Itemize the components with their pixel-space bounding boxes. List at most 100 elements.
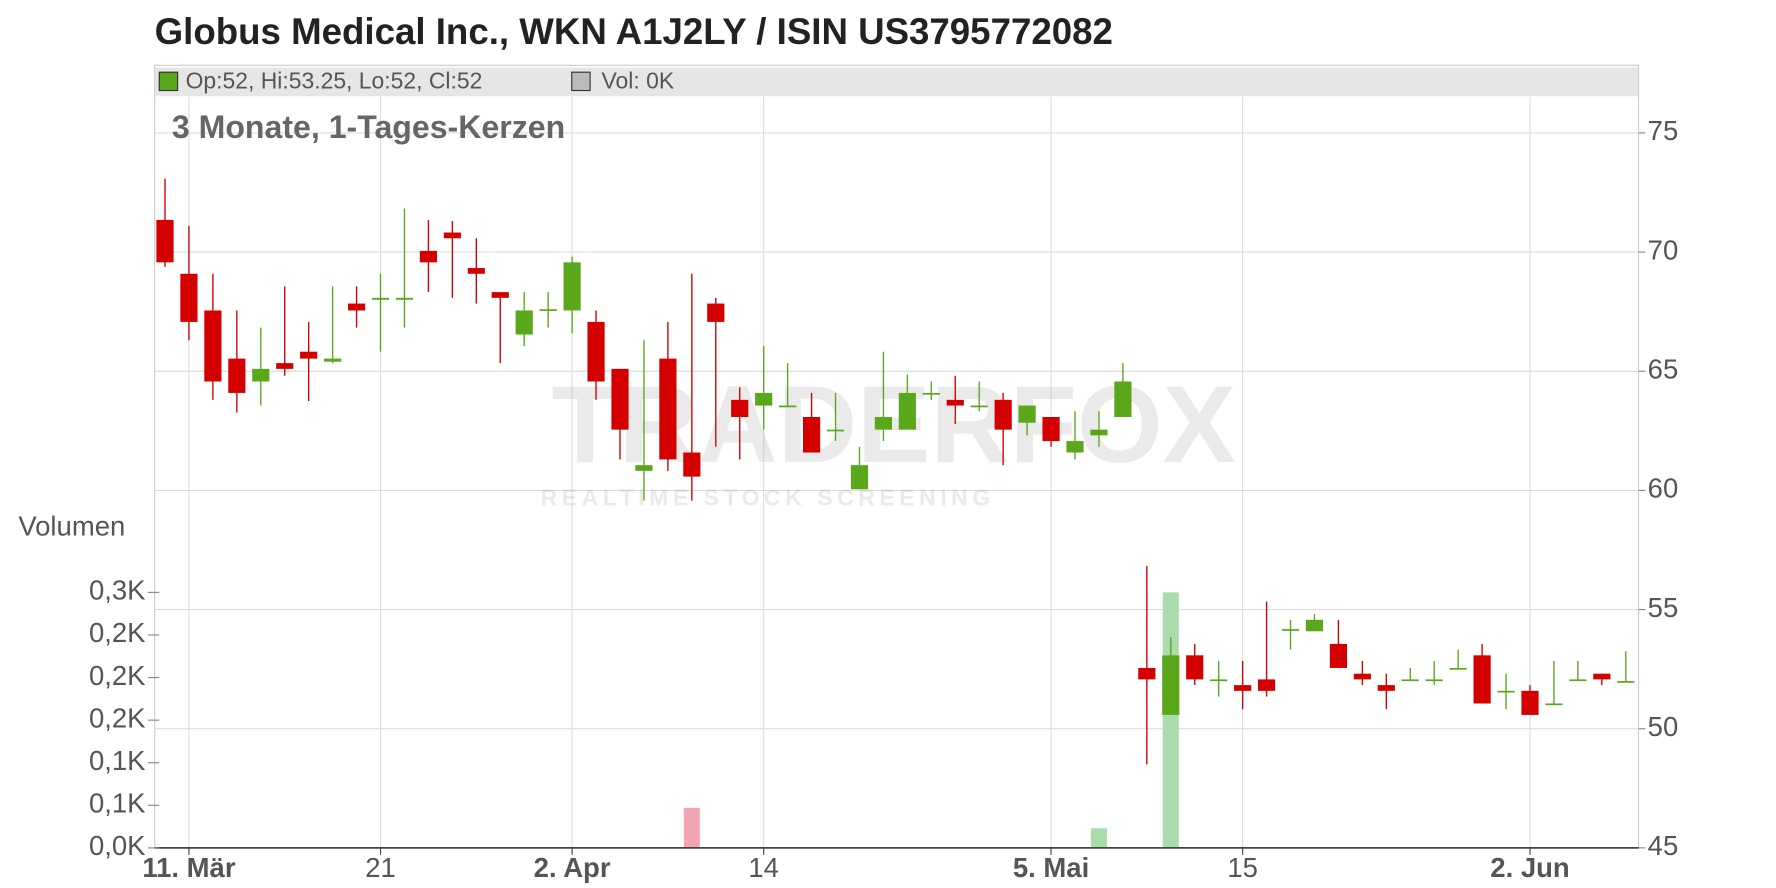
- candle-body: [755, 392, 773, 406]
- candle-body: [1066, 441, 1084, 453]
- candle-body: [1114, 381, 1132, 418]
- candle-body: [898, 392, 916, 430]
- candle-body: [683, 452, 701, 477]
- subtitle: 3 Monate, 1-Tages-Kerzen: [172, 109, 565, 145]
- candle-body: [1401, 679, 1419, 682]
- y2-tick-label: 0,1K: [89, 745, 146, 776]
- y-tick-label: 65: [1648, 354, 1679, 385]
- candle-body: [707, 303, 725, 322]
- candle-body: [1449, 667, 1467, 670]
- candle-body: [779, 405, 797, 408]
- candle-body: [1497, 690, 1515, 693]
- candle-body: [1377, 685, 1395, 691]
- candle-body: [300, 351, 318, 359]
- y-tick-label: 70: [1648, 234, 1679, 265]
- candle-body: [1305, 619, 1324, 632]
- candle-body: [1569, 679, 1587, 682]
- y2-tick-label: 0,3K: [89, 575, 146, 606]
- y2-tick-label: 0,0K: [89, 830, 146, 861]
- candle-body: [228, 358, 246, 393]
- candle-body: [850, 465, 869, 490]
- y2-tick-label: 0,2K: [89, 660, 146, 691]
- x-tick-label: 5. Mai: [1013, 852, 1089, 883]
- candle-body: [1138, 667, 1156, 680]
- candle-body: [1090, 429, 1108, 436]
- x-tick-label: 21: [365, 852, 396, 883]
- candle-body: [515, 310, 533, 335]
- candle-body: [1186, 655, 1204, 680]
- grid: [154, 96, 1639, 849]
- x-tick-label: 2. Apr: [534, 852, 611, 883]
- watermark-subtitle: REALTIME STOCK SCREENING: [541, 485, 995, 511]
- candle-body: [922, 392, 940, 395]
- y-tick-label: 50: [1648, 711, 1679, 742]
- candle-body: [611, 368, 629, 430]
- x-tick-label: 11. Mär: [142, 852, 236, 883]
- chart-title: Globus Medical Inc., WKN A1J2LY / ISIN U…: [155, 11, 1113, 52]
- candle-body: [874, 417, 893, 430]
- y-tick-label: 60: [1648, 473, 1679, 504]
- candle-body: [1521, 690, 1539, 715]
- x-tick-label: 14: [748, 852, 779, 883]
- candle-body: [802, 417, 821, 453]
- marks: [156, 178, 1635, 848]
- candle-body: [970, 405, 988, 408]
- candle-body: [156, 219, 174, 263]
- candle-body: [252, 368, 270, 382]
- legend-icon: [158, 71, 179, 92]
- plot-area: [154, 64, 1640, 849]
- candle-body: [419, 250, 438, 263]
- candle-body: [1593, 673, 1611, 680]
- x-tick-label: 15: [1227, 852, 1258, 883]
- watermark: TRADERFOX: [552, 363, 1236, 486]
- y-tick-label: 75: [1648, 115, 1679, 146]
- candle-body: [324, 358, 342, 362]
- y2-tick-label: 0,2K: [89, 702, 146, 733]
- y-tick-label: 45: [1648, 830, 1679, 861]
- candle-body: [587, 321, 605, 382]
- candle-body: [204, 310, 222, 382]
- candle-body: [1210, 679, 1228, 682]
- candle-body: [1425, 679, 1443, 682]
- candle-body: [395, 297, 414, 300]
- candle-body: [539, 309, 557, 311]
- y-tick-label: 55: [1648, 592, 1679, 623]
- candle-body: [659, 358, 677, 460]
- volume-bar: [1162, 592, 1179, 848]
- candle-body: [1545, 703, 1563, 706]
- candle-body: [347, 303, 366, 311]
- candle-body: [826, 429, 845, 432]
- volume-axis-title: Volumen: [18, 510, 125, 541]
- candle-body: [371, 297, 390, 300]
- volume-bar: [1090, 828, 1107, 848]
- candle-body: [635, 465, 653, 471]
- volume-bar: [683, 807, 700, 848]
- candle-body: [467, 268, 485, 274]
- y2-tick-label: 0,2K: [89, 617, 146, 648]
- candle-body: [1329, 643, 1348, 668]
- candle-body: [563, 262, 581, 311]
- candle-body: [180, 273, 198, 322]
- candle-body: [1234, 685, 1252, 691]
- candle-body: [1353, 673, 1371, 680]
- y2-tick-label: 0,1K: [89, 788, 146, 819]
- candle-body: [731, 399, 749, 418]
- candle-body: [1281, 629, 1300, 631]
- candle-body: [491, 292, 509, 298]
- candle-body: [1473, 655, 1491, 704]
- candle-body: [1617, 681, 1635, 683]
- x-tick-label: 2. Jun: [1490, 852, 1569, 883]
- candle-body: [1018, 405, 1036, 423]
- candle-body: [1162, 655, 1180, 715]
- candle-body: [994, 399, 1012, 430]
- candle-body: [276, 363, 294, 369]
- info-text: Op:52, Hi:53.25, Lo:52, Cl:52: [186, 68, 483, 94]
- candle-body: [1257, 679, 1276, 691]
- volume-info-text: Vol: 0K: [602, 68, 675, 94]
- candle-body: [443, 232, 461, 239]
- candle-body: [1042, 417, 1060, 442]
- candle-body: [946, 399, 964, 406]
- info-bar: [155, 67, 1638, 97]
